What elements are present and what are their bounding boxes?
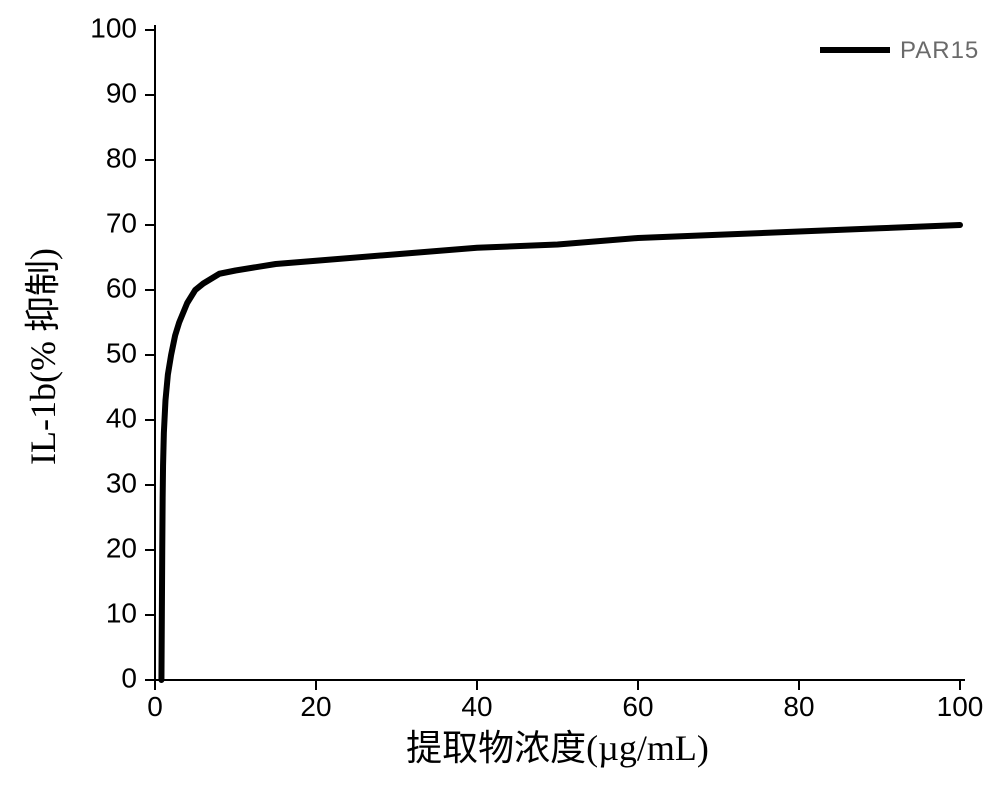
y-tick-label: 20 — [106, 532, 137, 563]
y-tick-label: 10 — [106, 597, 137, 628]
y-axis-title: IL-1b(% 抑制) — [23, 248, 63, 465]
x-tick-label: 100 — [937, 691, 984, 722]
y-tick-label: 90 — [106, 77, 137, 108]
x-tick-label: 0 — [147, 691, 163, 722]
x-tick-label: 20 — [300, 691, 331, 722]
chart-container: 0 10 20 30 40 50 60 70 80 90 100 0 20 40 60 80 100 IL-1b(… — [0, 0, 1000, 789]
y-tick-label: 40 — [106, 402, 137, 433]
y-tick-label: 60 — [106, 272, 137, 303]
x-axis-title: 提取物浓度(µg/mL) — [406, 728, 709, 768]
y-tick-label: 100 — [90, 12, 137, 43]
x-tick-label: 60 — [622, 691, 653, 722]
plot-background — [0, 0, 1000, 789]
y-tick-label: 30 — [106, 467, 137, 498]
legend-label: PAR15 — [900, 37, 979, 64]
x-tick-label: 40 — [461, 691, 492, 722]
line-chart: 0 10 20 30 40 50 60 70 80 90 100 0 20 40 60 80 100 IL-1b(… — [0, 0, 1000, 789]
x-tick-label: 80 — [783, 691, 814, 722]
y-tick-label: 0 — [121, 662, 137, 693]
y-tick-label: 80 — [106, 142, 137, 173]
y-tick-label: 70 — [106, 207, 137, 238]
y-tick-label: 50 — [106, 337, 137, 368]
